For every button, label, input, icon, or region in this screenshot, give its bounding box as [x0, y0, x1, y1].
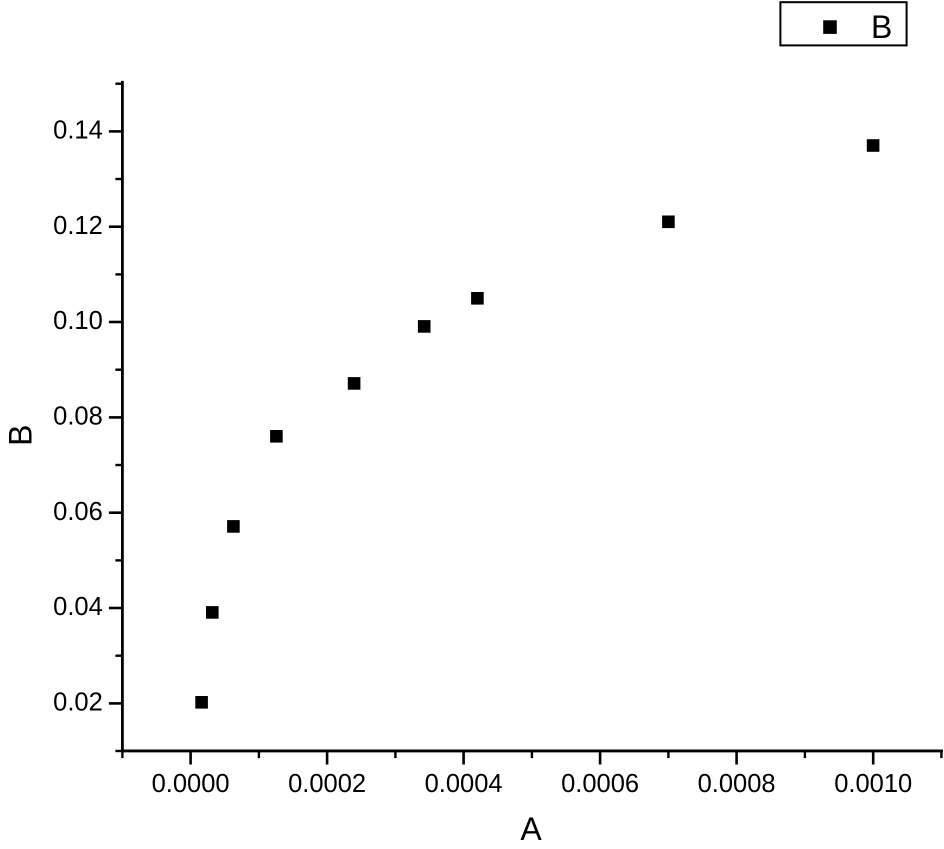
svg-text:0.12: 0.12 [53, 212, 103, 240]
svg-text:0.0002: 0.0002 [288, 770, 366, 798]
svg-text:0.06: 0.06 [53, 498, 103, 526]
svg-text:0.0006: 0.0006 [561, 770, 639, 798]
svg-text:0.0010: 0.0010 [834, 770, 912, 798]
svg-text:0.0008: 0.0008 [698, 770, 776, 798]
svg-text:0.08: 0.08 [53, 403, 103, 431]
svg-text:0.04: 0.04 [53, 593, 103, 621]
svg-text:A: A [520, 811, 542, 847]
svg-text:0.02: 0.02 [53, 689, 103, 717]
svg-text:0.14: 0.14 [53, 117, 103, 145]
svg-text:B: B [3, 425, 39, 446]
svg-text:0.0000: 0.0000 [152, 770, 230, 798]
svg-text:B: B [871, 9, 892, 45]
svg-text:0.0004: 0.0004 [425, 770, 503, 798]
svg-text:0.10: 0.10 [53, 307, 103, 335]
